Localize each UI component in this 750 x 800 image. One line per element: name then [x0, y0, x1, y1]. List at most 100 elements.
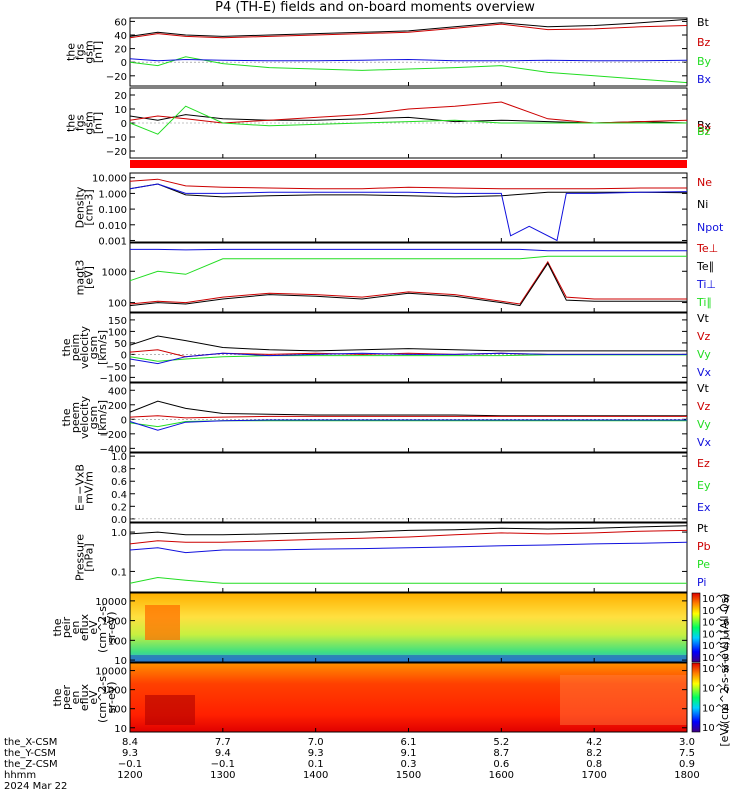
x-tick-label: 1400: [303, 770, 328, 781]
series-line-peem_velocity: [129, 419, 687, 431]
colorbar-tick-label: 10^7: [702, 606, 729, 617]
legend-entry: Ti∥: [696, 296, 712, 309]
x-tick-label: 8.7: [493, 748, 509, 759]
x-tick-label: 3.0: [679, 737, 695, 748]
series-line-fgs_gse: [129, 105, 687, 135]
y-axis-label: gsm: [87, 336, 100, 359]
x-tick-label: 0.1: [308, 759, 324, 770]
y-axis-label: the: [60, 408, 73, 426]
x-tick-label: 1200: [117, 770, 142, 781]
legend-entry: Ne: [697, 176, 712, 189]
colorbar-tick-label: 10^5: [702, 629, 729, 640]
series-line-fgs_gsm: [129, 58, 688, 62]
panel-frame-efield: [129, 452, 688, 523]
y-tick-label: 10: [114, 724, 127, 735]
legend-entry: By: [697, 122, 712, 135]
y-tick-label: 0.2: [111, 502, 127, 513]
y-tick-label: −200: [100, 430, 127, 441]
y-axis-label: peer: [60, 685, 73, 711]
y-axis-label: Pressure: [74, 534, 87, 581]
legend-entry: Vx: [697, 366, 712, 379]
legend-entry: Te⊥: [696, 242, 718, 255]
colorbar-label: [eV/(cm^2-s-sr-eV)] (All Qs): [718, 593, 731, 746]
series-line-fgs_gse: [129, 101, 688, 124]
y-axis-label: (cm^2-s-: [96, 672, 109, 723]
y-tick-label: 50: [114, 339, 127, 350]
y-axis-label: magt3: [74, 260, 87, 296]
y-axis-label: E=−VxB: [74, 464, 87, 511]
y-axis-label: eV: [87, 690, 100, 705]
legend-entry: Bz: [697, 36, 711, 49]
y-axis-label: [nPa]: [83, 543, 96, 571]
y-tick-label: 100: [108, 327, 127, 338]
legend-entry: Vt: [697, 312, 710, 325]
y-tick-label: 1000: [102, 686, 127, 697]
y-tick-label: 0.001: [98, 236, 127, 247]
y-tick-label: 20: [114, 91, 127, 102]
x-tick-label: 7.5: [679, 748, 695, 759]
legend-entry: Npot: [697, 221, 724, 234]
x-tick-label: 7.0: [308, 737, 324, 748]
x-tick-label: 8.4: [122, 737, 138, 748]
x-tick-label: 7.7: [215, 737, 231, 748]
spectrogram-feature: [145, 605, 180, 640]
spectrogram-feature: [145, 695, 195, 725]
y-tick-label: −400: [100, 444, 127, 455]
y-tick-label: 0.6: [111, 477, 127, 488]
legend-entry: Ez: [697, 457, 710, 470]
y-tick-label: 0.010: [98, 221, 127, 232]
y-tick-label: 1.0: [111, 528, 127, 539]
legend-entry: Pt: [697, 522, 709, 535]
y-axis-label: [km/s]: [96, 330, 109, 365]
y-axis-label: peir: [60, 616, 73, 638]
y-axis-label: gsm: [83, 40, 96, 63]
x-tick-label: 9.1: [401, 748, 417, 759]
y-axis-label: gsm: [87, 406, 100, 429]
x-tick-label: 5.2: [493, 737, 509, 748]
colorbar-tick-label: 10^4: [702, 641, 729, 652]
y-axis-label: peem: [69, 402, 82, 433]
series-line-peem_velocity: [129, 400, 687, 417]
y-axis-label: the: [51, 618, 64, 636]
y-axis-label: velocity: [78, 326, 91, 369]
y-tick-label: 0: [121, 119, 127, 130]
x-row-label: the_X-CSM: [4, 737, 57, 748]
series-line-density: [129, 183, 688, 242]
y-tick-label: 60: [114, 17, 127, 28]
y-axis-label: fgs: [74, 114, 87, 131]
series-line-pressure: [129, 525, 688, 536]
y-axis-label: eV: [87, 620, 100, 635]
x-tick-label: 0.9: [679, 759, 695, 770]
y-tick-label: 1000: [102, 617, 127, 628]
legend-entry: Vt: [697, 382, 710, 395]
y-tick-label: 40: [114, 31, 127, 42]
y-axis-label: (cm^2-s-: [96, 602, 109, 653]
y-axis-label: sr-eV): [105, 611, 118, 643]
series-line-density: [129, 183, 688, 198]
x-tick-label: 0.3: [401, 759, 417, 770]
y-axis-label: peim: [69, 334, 82, 362]
legend-entry: Bz: [697, 125, 711, 138]
y-axis-label: Density: [74, 186, 87, 228]
y-tick-label: −50: [106, 362, 127, 373]
legend-entry: Ni: [697, 198, 708, 211]
legend-entry: Vy: [697, 418, 711, 431]
colorbar: [691, 592, 701, 663]
y-tick-label: 20: [114, 45, 127, 56]
panel-frame-peim_velocity: [129, 312, 688, 383]
y-tick-label: 0.8: [111, 465, 127, 476]
x-tick-label: 1500: [396, 770, 421, 781]
panel-frame-density: [129, 172, 688, 243]
x-row-label: the_Z-CSM: [4, 759, 58, 770]
y-axis-label: the: [65, 43, 78, 61]
series-line-pressure: [129, 576, 687, 584]
y-tick-label: 0: [121, 350, 127, 361]
legend-entry: Ti⊥: [696, 278, 716, 291]
y-tick-label: 10000: [95, 597, 127, 608]
x-tick-label: 9.3: [308, 748, 324, 759]
y-axis-label: the: [51, 688, 64, 706]
x-tick-label: 4.2: [586, 737, 602, 748]
y-axis-label: en: [69, 621, 82, 635]
series-line-fgs_gsm: [129, 18, 688, 37]
